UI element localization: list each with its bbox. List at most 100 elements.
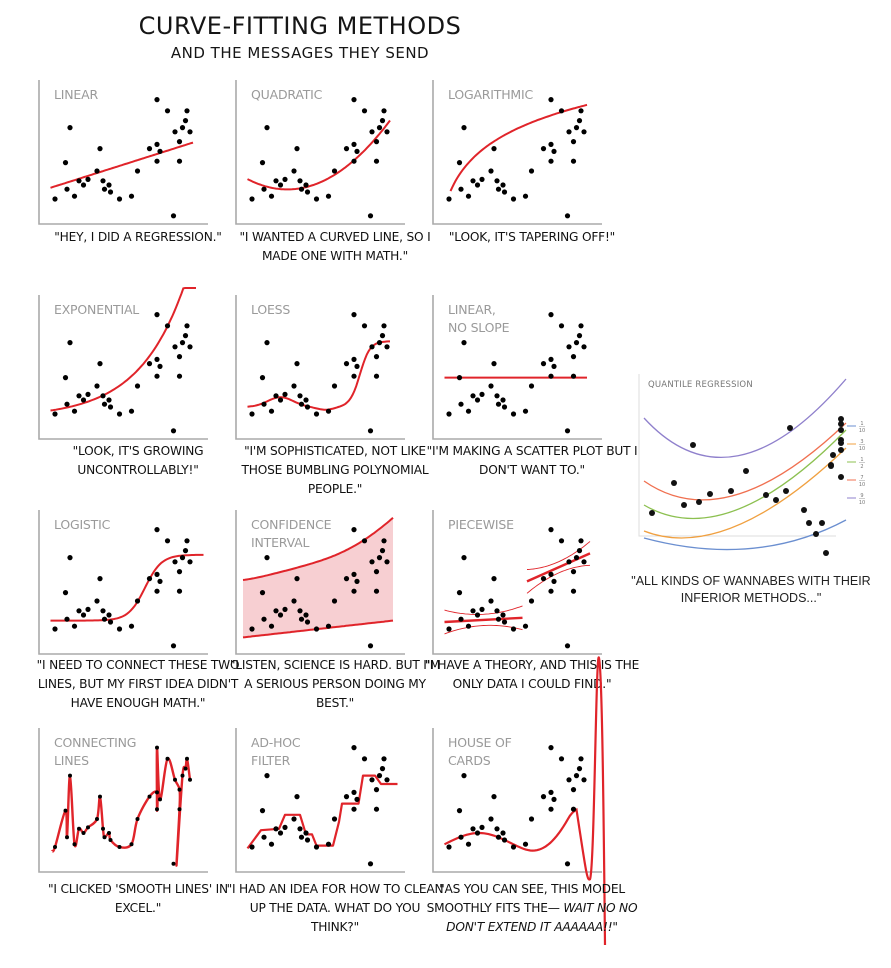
data-point — [446, 626, 452, 632]
data-point — [343, 361, 350, 367]
data-point — [470, 178, 476, 184]
panel-logistic: LOGISTIC "I NEED TO CONNECT THESE TWO LIN… — [37, 510, 240, 720]
panel-label: LINEAR, NO SLOPE — [448, 302, 510, 335]
axes — [235, 295, 405, 440]
data-point — [474, 830, 481, 836]
plot-loess — [235, 295, 405, 440]
data-point — [304, 189, 311, 195]
data-point — [116, 411, 123, 417]
data-point — [522, 408, 529, 414]
axes — [432, 295, 602, 440]
data-point — [470, 826, 476, 832]
data-point — [384, 559, 390, 565]
axes — [235, 80, 405, 225]
data-point — [373, 373, 380, 379]
data-point — [155, 807, 159, 812]
data-point — [85, 606, 91, 612]
data-point — [304, 837, 311, 843]
data-point — [500, 397, 506, 403]
data-point — [52, 411, 58, 417]
data-point — [154, 356, 160, 362]
data-point — [373, 588, 380, 594]
data-point — [578, 108, 584, 114]
panel-caption: "I'M MAKING A SCATTER PLOT BUT I DON'T W… — [426, 444, 638, 477]
fit-line — [247, 340, 390, 411]
caption-panic-text: WAIT NO NO DON'T EXTEND IT AAAAAA!!" — [446, 901, 638, 934]
data-point — [264, 125, 270, 131]
data-point — [264, 555, 270, 561]
data-point — [494, 393, 500, 399]
data-point — [783, 488, 789, 494]
data-point — [361, 323, 368, 329]
data-point — [187, 129, 193, 135]
data-point — [566, 129, 572, 135]
data-point — [763, 492, 769, 498]
segment-fit-line — [444, 616, 523, 624]
data-point — [558, 108, 565, 114]
comic-subtitle: AND THE MESSAGES THEY SEND — [170, 44, 430, 62]
data-point — [128, 408, 135, 414]
data-point — [172, 344, 178, 350]
data-point — [838, 421, 844, 427]
data-point — [134, 168, 141, 174]
data-point — [97, 576, 103, 582]
data-point — [101, 616, 108, 622]
data-point — [261, 616, 267, 622]
data-point — [456, 375, 463, 381]
axes — [235, 728, 405, 873]
data-point — [384, 129, 390, 135]
data-point — [456, 590, 463, 596]
data-point — [548, 356, 554, 362]
panel-caption: "LOOK, IT'S TAPERING OFF!" — [448, 230, 616, 244]
data-point — [170, 643, 177, 649]
data-point — [64, 186, 70, 192]
data-point — [501, 619, 508, 625]
quantile-curve — [643, 447, 847, 539]
plot-ad-hoc-filter — [235, 728, 405, 873]
data-point — [351, 312, 357, 318]
data-point — [540, 794, 547, 800]
data-point — [76, 178, 82, 184]
data-point — [458, 616, 464, 622]
panel-caption: "HEY, I DID A REGRESSION." — [54, 230, 222, 244]
data-point — [297, 393, 303, 399]
data-point — [479, 606, 485, 612]
plot-logarithmic — [432, 80, 602, 225]
panel-linear-no-slope: LINEAR, NO SLOPE "I'M MAKING A SCATTER PL… — [427, 295, 638, 505]
data-point — [325, 193, 332, 199]
data-point — [558, 538, 565, 544]
panel-confidence-interval: CONFIDENCE INTERVAL "LISTEN, SCIENCE IS H… — [230, 510, 440, 720]
data-point — [488, 383, 494, 389]
legend-denominator: 10 — [859, 428, 865, 434]
data-point — [85, 391, 91, 397]
data-point — [551, 796, 557, 802]
panel-caption: "I'M SOPHISTICATED, NOT LIKE THOSE BUMBL… — [241, 444, 429, 496]
data-point — [85, 176, 91, 182]
panel-label: LOGISTIC — [54, 517, 111, 532]
data-point — [154, 312, 160, 318]
data-point — [458, 401, 464, 407]
data-point — [108, 838, 113, 842]
quantile-curve — [643, 422, 847, 501]
data-point — [77, 826, 81, 831]
data-point — [100, 608, 106, 614]
legend-numerator: 1 — [860, 421, 863, 427]
data-point — [540, 146, 547, 152]
data-point — [261, 401, 267, 407]
data-point — [154, 158, 160, 164]
data-point — [566, 344, 572, 350]
data-point — [728, 488, 734, 494]
data-point — [157, 148, 163, 154]
data-point — [291, 383, 297, 389]
data-point — [101, 186, 108, 192]
panel-caption: "I HAD AN IDEA FOR HOW TO CLEAN UP THE D… — [226, 882, 444, 934]
legend-numerator: 7 — [860, 475, 863, 481]
data-point — [354, 796, 360, 802]
data-point — [581, 777, 587, 783]
data-point — [373, 787, 380, 793]
data-point — [134, 383, 141, 389]
data-point — [548, 141, 554, 147]
data-point — [303, 182, 309, 188]
data-point — [522, 193, 529, 199]
